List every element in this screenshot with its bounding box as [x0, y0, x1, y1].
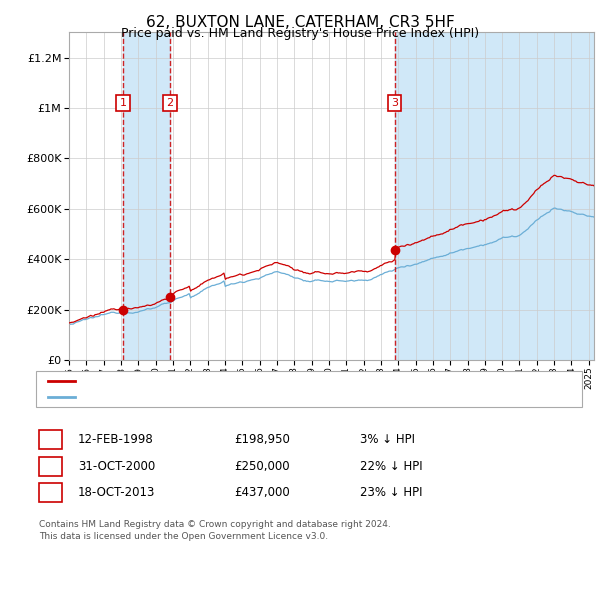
Text: 3: 3	[47, 486, 54, 499]
Text: 12-FEB-1998: 12-FEB-1998	[78, 433, 154, 446]
Bar	[395, 32, 594, 360]
Text: 62, BUXTON LANE, CATERHAM, CR3 5HF: 62, BUXTON LANE, CATERHAM, CR3 5HF	[146, 15, 454, 30]
Text: 3: 3	[391, 98, 398, 108]
Text: £437,000: £437,000	[234, 486, 290, 499]
Text: 1: 1	[47, 433, 54, 446]
Text: 2: 2	[47, 460, 54, 473]
Text: 31-OCT-2000: 31-OCT-2000	[78, 460, 155, 473]
Text: 3% ↓ HPI: 3% ↓ HPI	[360, 433, 415, 446]
Text: 62, BUXTON LANE, CATERHAM, CR3 5HF (detached house): 62, BUXTON LANE, CATERHAM, CR3 5HF (deta…	[78, 376, 383, 386]
Text: Contains HM Land Registry data © Crown copyright and database right 2024.
This d: Contains HM Land Registry data © Crown c…	[39, 520, 391, 541]
Text: 2: 2	[166, 98, 173, 108]
Text: HPI: Average price, detached house, Tandridge: HPI: Average price, detached house, Tand…	[78, 392, 322, 402]
Text: Price paid vs. HM Land Registry's House Price Index (HPI): Price paid vs. HM Land Registry's House …	[121, 27, 479, 40]
Text: £250,000: £250,000	[234, 460, 290, 473]
Text: 18-OCT-2013: 18-OCT-2013	[78, 486, 155, 499]
Text: 23% ↓ HPI: 23% ↓ HPI	[360, 486, 422, 499]
Text: 1: 1	[119, 98, 127, 108]
Bar	[123, 32, 170, 360]
Text: 22% ↓ HPI: 22% ↓ HPI	[360, 460, 422, 473]
Text: £198,950: £198,950	[234, 433, 290, 446]
